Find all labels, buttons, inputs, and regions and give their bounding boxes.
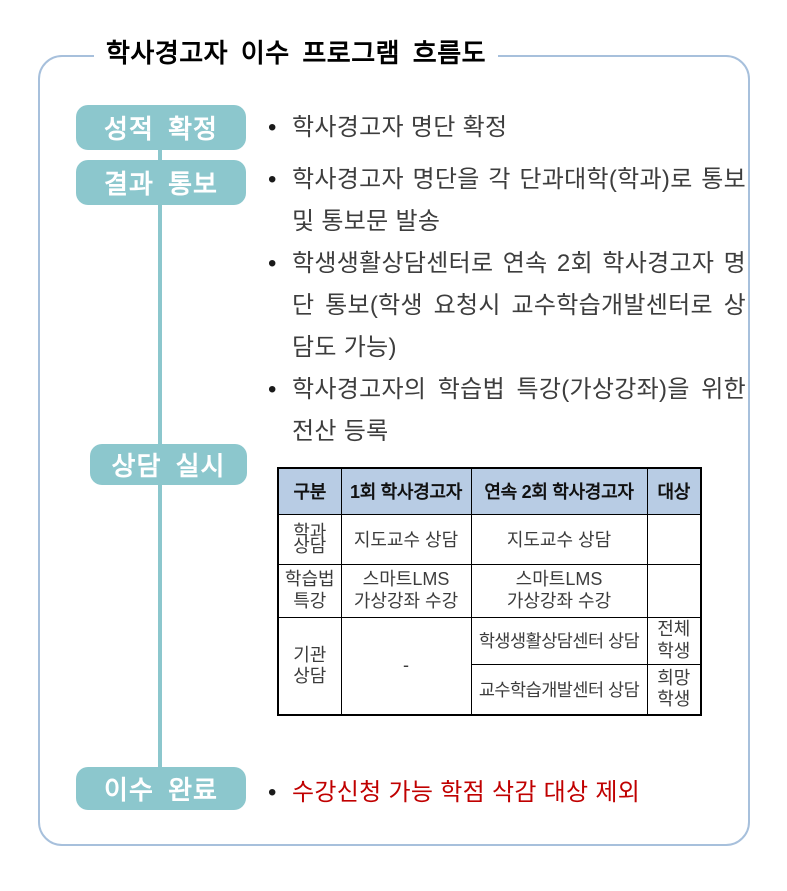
bullet-item: • 학사경고자 명단을 각 단과대학(학과)로 통보 및 통보문 발송 bbox=[268, 159, 746, 243]
table-cell-lecture-label: 학습법 특강 bbox=[277, 563, 342, 618]
table-cell-dept-second: 지도교수 상담 bbox=[470, 513, 648, 565]
bullet-icon: • bbox=[268, 250, 277, 277]
table-cell-dept-label: 학과 상담 bbox=[277, 513, 342, 565]
table-cell-dept-target bbox=[646, 513, 702, 565]
counseling-table: 구분 1회 학사경고자 연속 2회 학사경고자 대상 학과 상담 지도교수 상담… bbox=[277, 467, 702, 716]
table-cell-dept-first: 지도교수 상담 bbox=[340, 513, 472, 565]
table-header-row: 구분 1회 학사경고자 연속 2회 학사경고자 대상 bbox=[277, 467, 702, 515]
table-cell-org-first: - bbox=[340, 616, 472, 716]
bullet-text: 학사경고자 명단 확정 bbox=[292, 114, 508, 141]
bullet-icon: • bbox=[268, 114, 277, 141]
table-cell-lecture-target bbox=[646, 563, 702, 618]
table-header-first-warning: 1회 학사경고자 bbox=[340, 467, 472, 515]
table-cell-lecture-second: 스마트LMS 가상강좌 수강 bbox=[470, 563, 648, 618]
table-cell-org-second-bottom: 교수학습개발센터 상담 bbox=[470, 663, 648, 716]
table-cell-org-label: 기관 상담 bbox=[277, 616, 342, 716]
table-header-second-warning: 연속 2회 학사경고자 bbox=[470, 467, 648, 515]
flow-step-complete: 이수 완료 bbox=[76, 767, 246, 810]
bullet-item: • 학사경고자 명단 확정 bbox=[268, 107, 746, 149]
bullet-item: • 학생생활상담센터로 연속 2회 학사경고자 명단 통보(학생 요청시 교수학… bbox=[268, 243, 746, 369]
flow-step-result-notice: 결과 통보 bbox=[76, 160, 246, 205]
table-cell-org-target-bottom: 희망 학생 bbox=[646, 663, 702, 716]
bullet-item: • 학사경고자의 학습법 특강(가상강좌)을 위한 전산 등록 bbox=[268, 369, 746, 453]
bullet-item: • 수강신청 가능 학점 삭감 대상 제외 bbox=[268, 772, 746, 814]
table-cell-org-second-top: 학생생활상담센터 상담 bbox=[470, 616, 648, 665]
table-cell-org-target-top: 전체 학생 bbox=[646, 616, 702, 665]
bullet-text: 학사경고자 명단을 각 단과대학(학과)로 통보 및 통보문 발송 bbox=[292, 166, 746, 235]
table-row-dept-counsel: 학과 상담 지도교수 상담 지도교수 상담 bbox=[277, 513, 702, 565]
table-header-category: 구분 bbox=[277, 467, 342, 515]
notes-complete: • 수강신청 가능 학점 삭감 대상 제외 bbox=[268, 772, 746, 814]
page-title: 학사경고자 이수 프로그램 흐름도 bbox=[94, 33, 499, 73]
bullet-icon: • bbox=[268, 376, 277, 403]
bullet-icon: • bbox=[268, 779, 277, 806]
table-row-org-counsel-bottom: 교수학습개발센터 상담 희망 학생 bbox=[278, 663, 702, 716]
bullet-text-highlight: 수강신청 가능 학점 삭감 대상 제외 bbox=[292, 779, 641, 806]
table-row-study-lecture: 학습법 특강 스마트LMS 가상강좌 수강 스마트LMS 가상강좌 수강 bbox=[277, 563, 702, 618]
flow-step-counseling: 상담 실시 bbox=[90, 444, 247, 485]
bullet-text: 학사경고자의 학습법 특강(가상강좌)을 위한 전산 등록 bbox=[292, 376, 746, 445]
table-cell-lecture-first: 스마트LMS 가상강좌 수강 bbox=[340, 563, 472, 618]
table-row-org-counsel-top: 기관 상담 - 학생생활상담센터 상담 전체 학생 bbox=[277, 616, 702, 716]
bullet-icon: • bbox=[268, 166, 277, 193]
flow-step-grade-confirm: 성적 확정 bbox=[76, 105, 246, 150]
notes-result-notice: • 학사경고자 명단을 각 단과대학(학과)로 통보 및 통보문 발송 • 학생… bbox=[268, 159, 746, 453]
bullet-text: 학생생활상담센터로 연속 2회 학사경고자 명단 통보(학생 요청시 교수학습개… bbox=[292, 250, 746, 361]
notes-grade-confirm: • 학사경고자 명단 확정 bbox=[268, 107, 746, 149]
table-header-target: 대상 bbox=[646, 467, 702, 515]
